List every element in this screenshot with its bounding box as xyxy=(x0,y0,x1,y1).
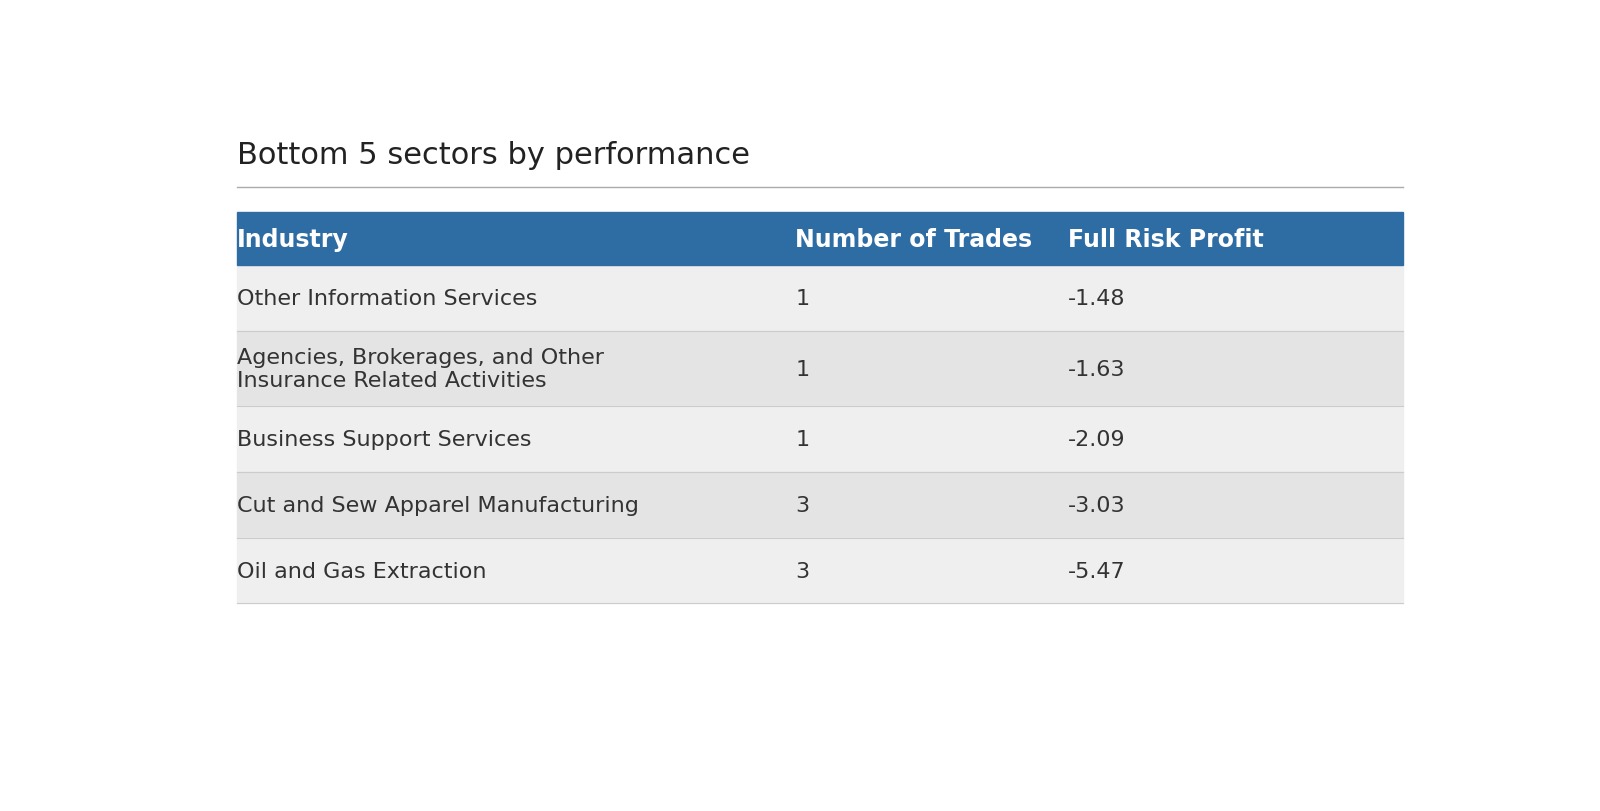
Text: Industry: Industry xyxy=(237,227,349,251)
Bar xyxy=(237,212,1403,266)
Text: Bottom 5 sectors by performance: Bottom 5 sectors by performance xyxy=(237,141,750,170)
Bar xyxy=(237,538,1403,603)
Text: -2.09: -2.09 xyxy=(1069,430,1126,449)
Text: Agencies, Brokerages, and Other
Insurance Related Activities: Agencies, Brokerages, and Other Insuranc… xyxy=(237,348,605,391)
Text: Other Information Services: Other Information Services xyxy=(237,289,538,309)
Bar xyxy=(237,407,1403,473)
Text: Cut and Sew Apparel Manufacturing: Cut and Sew Apparel Manufacturing xyxy=(237,496,638,515)
Text: 3: 3 xyxy=(795,561,810,581)
Text: 1: 1 xyxy=(795,289,810,309)
Text: -3.03: -3.03 xyxy=(1069,496,1126,515)
Bar xyxy=(237,473,1403,538)
Text: -1.48: -1.48 xyxy=(1069,289,1125,309)
Text: 1: 1 xyxy=(795,430,810,449)
Text: 3: 3 xyxy=(795,496,810,515)
Text: Business Support Services: Business Support Services xyxy=(237,430,531,449)
Text: Number of Trades: Number of Trades xyxy=(795,227,1032,251)
Bar xyxy=(237,266,1403,332)
Text: Oil and Gas Extraction: Oil and Gas Extraction xyxy=(237,561,486,581)
Text: 1: 1 xyxy=(795,359,810,380)
Text: -1.63: -1.63 xyxy=(1069,359,1125,380)
Text: -5.47: -5.47 xyxy=(1069,561,1126,581)
Text: Full Risk Profit: Full Risk Profit xyxy=(1069,227,1264,251)
Bar xyxy=(237,332,1403,407)
